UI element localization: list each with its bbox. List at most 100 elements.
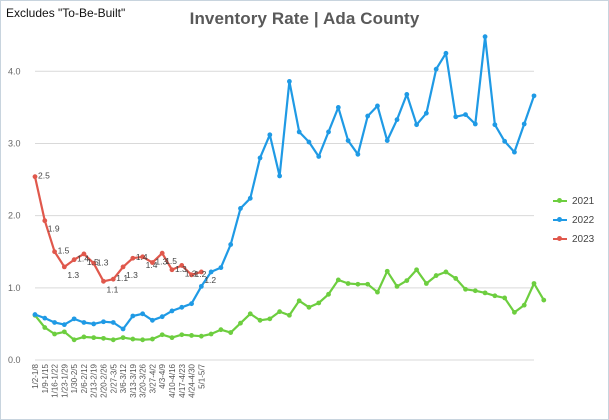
point-2022-15 <box>179 304 185 310</box>
point-2021-50 <box>521 302 527 308</box>
data-label-2023-2: 1.5 <box>58 246 70 256</box>
point-2021-36 <box>384 268 390 274</box>
y-tick-label-1: 1.0 <box>8 283 21 293</box>
point-2021-39 <box>414 267 419 273</box>
point-2021-4 <box>71 337 77 343</box>
x-tick-label-14: 4/10-4/16 <box>168 363 177 397</box>
point-2022-45 <box>472 121 478 127</box>
point-2022-4 <box>71 316 77 322</box>
point-2023-5 <box>81 251 87 257</box>
point-2021-49 <box>512 309 517 315</box>
data-label-2023-12: 1.3 <box>155 257 167 267</box>
point-2023-11 <box>140 254 146 260</box>
point-2022-41 <box>433 66 439 72</box>
point-2021-1 <box>42 325 48 330</box>
point-2023-1 <box>42 218 48 224</box>
data-label-2023-4: 1.4 <box>77 254 89 264</box>
x-tick-label-9: 3/6-3/12 <box>119 363 128 393</box>
chart-title: Inventory Rate | Ada County <box>189 9 420 28</box>
legend-label-2022: 2022 <box>572 215 595 226</box>
point-2022-48 <box>502 138 508 144</box>
point-2023-6 <box>91 260 97 266</box>
point-2022-39 <box>414 122 419 128</box>
point-2022-12 <box>150 317 155 323</box>
point-2021-34 <box>365 281 371 287</box>
point-2022-38 <box>404 92 410 97</box>
point-2021-18 <box>208 331 214 337</box>
point-2022-24 <box>267 132 273 138</box>
point-2022-32 <box>345 138 351 143</box>
point-2022-33 <box>355 151 361 157</box>
point-2021-12 <box>150 336 155 342</box>
x-tick-label-11: 3/20-3/26 <box>139 363 148 397</box>
point-2022-6 <box>91 321 97 327</box>
point-2021-9 <box>120 335 126 341</box>
data-label-2023-15: 1.3 <box>185 268 197 278</box>
x-tick-label-17: 5/1-5/7 <box>197 363 206 388</box>
data-label-2023-14: 1.3 <box>175 264 187 274</box>
point-2022-44 <box>463 112 468 118</box>
point-2021-2 <box>52 331 57 337</box>
data-label-2023-0: 2.5 <box>38 171 50 181</box>
point-2022-28 <box>306 139 312 145</box>
data-label-2023-16: 1.2 <box>195 269 207 279</box>
point-2023-0 <box>32 174 38 180</box>
x-tick-label-7: 2/20-2/26 <box>99 363 108 397</box>
point-2022-37 <box>394 117 400 123</box>
point-2021-28 <box>306 304 312 310</box>
point-2023-13 <box>159 250 165 256</box>
point-2022-21 <box>238 206 243 211</box>
point-2021-11 <box>140 337 146 343</box>
x-tick-label-0: 1/2-1/8 <box>31 363 40 388</box>
point-2021-13 <box>159 332 165 338</box>
x-axis-ticks: 1/2-1/8 1/9-1/15 1/16-1/22 1/23-1/29 1/30-2/… <box>31 363 206 397</box>
point-2022-17 <box>198 283 204 289</box>
point-2022-26 <box>286 79 292 84</box>
x-tick-label-16: 4/24-4/30 <box>188 363 197 397</box>
point-2022-50 <box>521 121 527 127</box>
point-2023-15 <box>179 263 185 268</box>
point-2022-22 <box>247 195 253 201</box>
point-2021-38 <box>404 278 410 284</box>
point-2022-19 <box>218 265 224 271</box>
point-2022-1 <box>42 315 48 321</box>
data-labels: 2.51.91.51.31.41.51.31.11.11.31.41.41.31… <box>38 171 216 295</box>
point-2022-43 <box>453 114 459 120</box>
data-label-2023-17: 1.2 <box>204 275 216 285</box>
point-2022-11 <box>140 311 146 317</box>
point-2021-21 <box>238 320 243 326</box>
y-tick-label-2: 2.0 <box>8 211 21 221</box>
point-2023-7 <box>101 278 106 284</box>
point-2023-17 <box>198 269 204 275</box>
x-tick-label-15: 4/17-4/23 <box>178 363 187 397</box>
point-2023-14 <box>169 267 175 273</box>
point-2022-2 <box>52 320 57 325</box>
series-line-2022 <box>33 35 536 331</box>
data-label-2023-10: 1.4 <box>136 252 148 262</box>
point-2021-35 <box>375 289 380 295</box>
point-2021-8 <box>110 337 116 343</box>
data-label-2023-13: 1.5 <box>165 256 177 266</box>
point-2021-37 <box>394 283 400 289</box>
point-2021-31 <box>335 277 341 283</box>
x-tick-label-1: 1/9-1/15 <box>41 363 50 393</box>
point-2022-23 <box>257 155 263 161</box>
point-2022-10 <box>130 313 136 319</box>
point-2021-33 <box>355 281 361 287</box>
point-2021-42 <box>443 269 449 275</box>
x-tick-label-10: 3/13-3/19 <box>129 363 138 397</box>
point-2022-31 <box>335 104 341 110</box>
point-2021-15 <box>179 332 185 338</box>
point-2022-8 <box>110 320 116 325</box>
point-2023-16 <box>189 272 194 278</box>
x-tick-label-8: 2/27-3/5 <box>109 363 118 393</box>
point-2022-36 <box>384 138 390 143</box>
data-label-2023-5: 1.5 <box>87 257 99 267</box>
point-2022-34 <box>365 113 371 119</box>
y-axis-ticks: 0.0 1.0 2.0 3.0 4.0 <box>8 66 21 365</box>
point-2022-0 <box>32 312 38 317</box>
x-tick-label-5: 2/6-2/12 <box>80 363 89 393</box>
point-2022-9 <box>120 326 126 332</box>
x-tick-label-12: 3/27-4/2 <box>148 363 157 393</box>
